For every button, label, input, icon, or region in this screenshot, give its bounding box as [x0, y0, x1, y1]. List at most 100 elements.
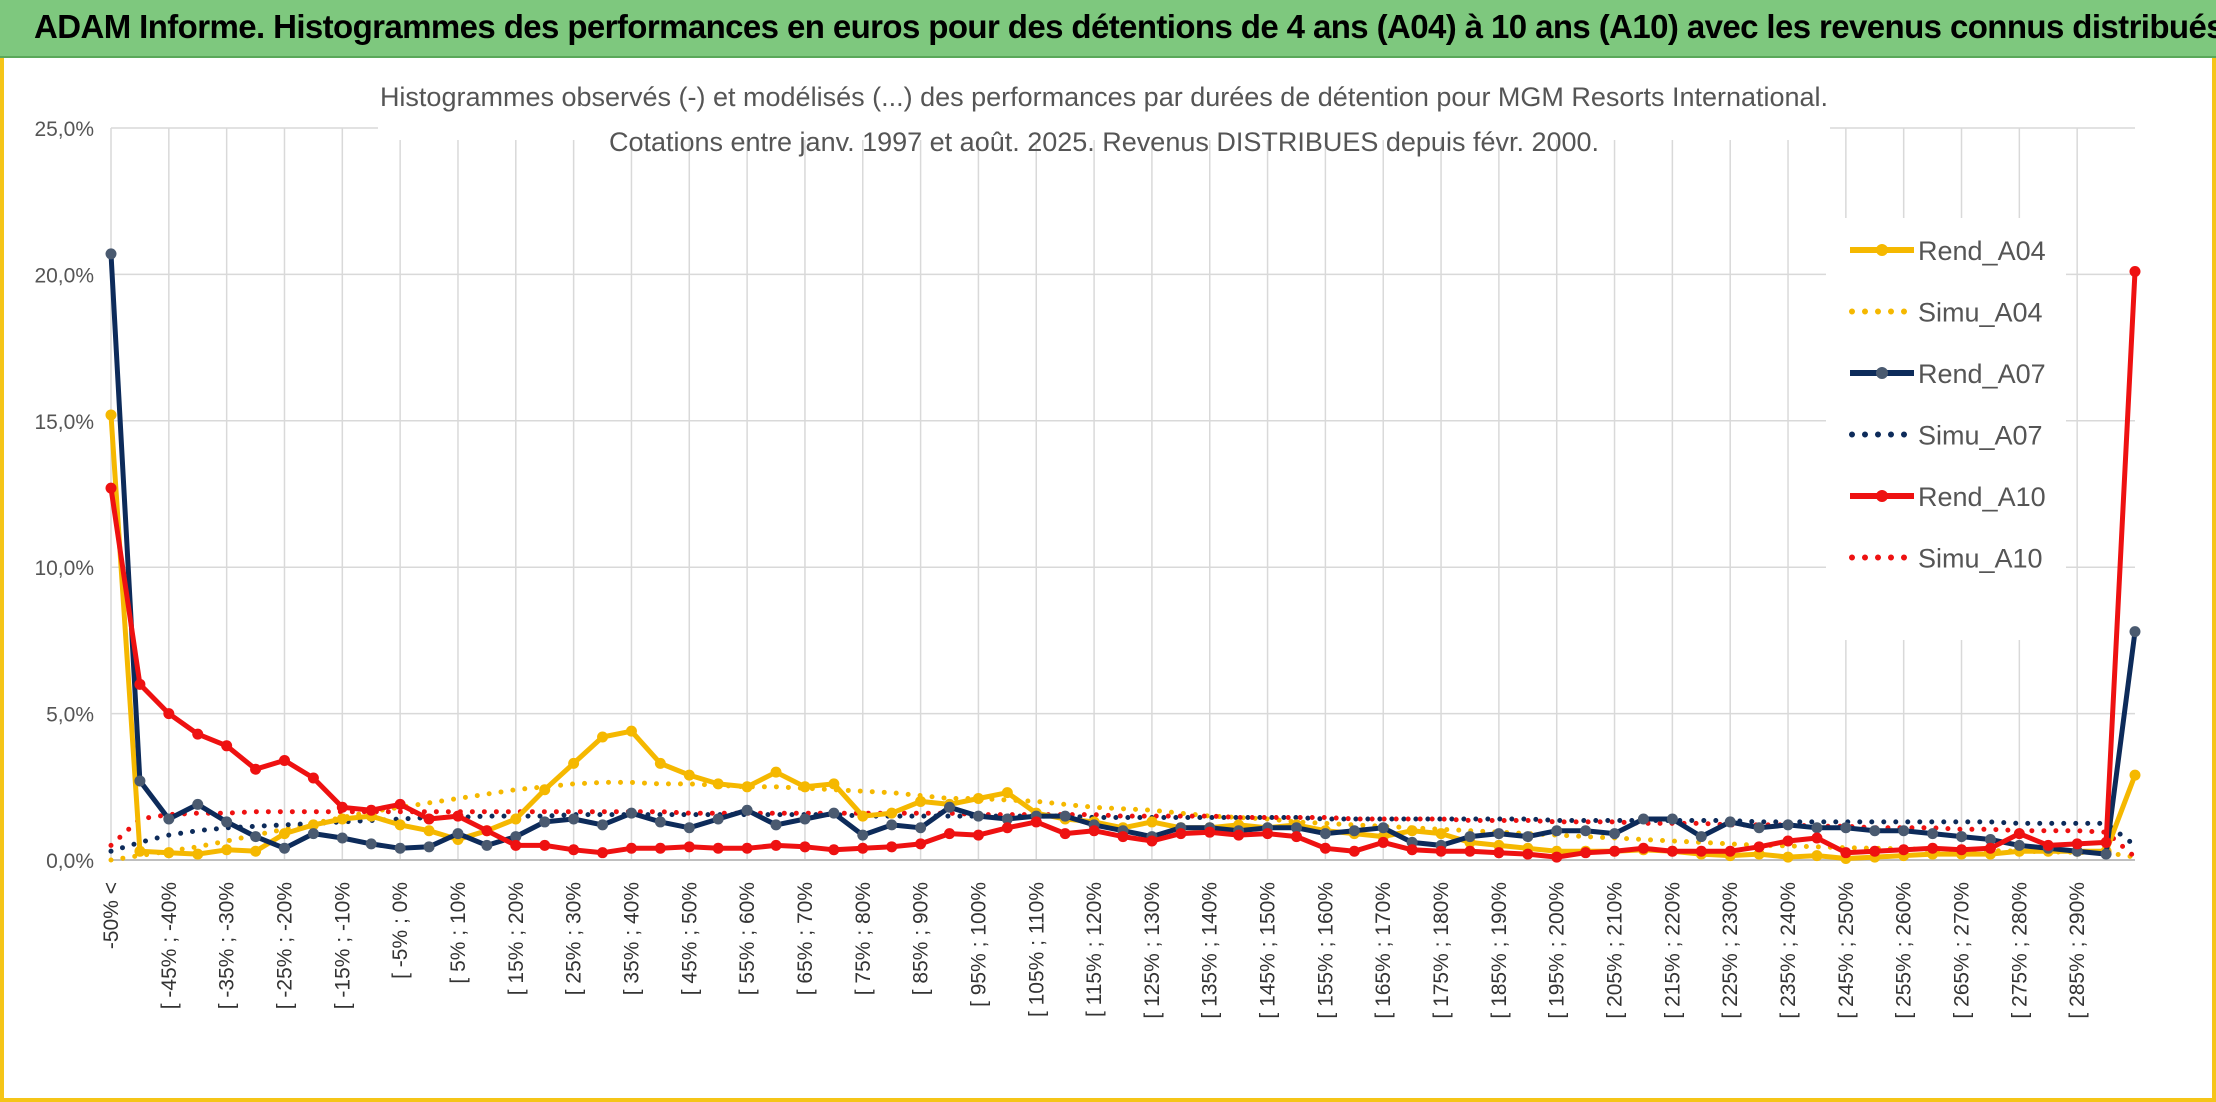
data-point [1551, 851, 1563, 863]
data-point [915, 795, 927, 807]
x-tick-label: [ -25% ; -20% [273, 882, 296, 1009]
series-line-simu_a10 [108, 809, 2138, 860]
data-point [597, 819, 609, 831]
data-point [1435, 845, 1447, 857]
x-tick-label: [ 125% ; 130% [1141, 882, 1164, 1019]
data-point [307, 819, 319, 831]
data-point [2100, 836, 2112, 848]
data-point [1493, 847, 1505, 859]
data-point [336, 832, 348, 844]
data-point [2013, 839, 2025, 851]
x-tick-label: [ 165% ; 170% [1372, 882, 1395, 1019]
x-tick-label: [ 185% ; 190% [1488, 882, 1511, 1019]
y-tick-label: 25,0% [34, 118, 94, 141]
data-point [1811, 832, 1823, 844]
data-point [221, 740, 233, 752]
chart-title: Histogrammes observés (-) et modélisés (… [380, 82, 1828, 112]
data-point [1522, 831, 1534, 843]
data-point [1204, 826, 1216, 838]
data-point [105, 248, 117, 260]
data-point [1290, 831, 1302, 843]
data-point [452, 810, 464, 822]
x-tick-label: [ 285% ; 290% [2066, 882, 2089, 1019]
data-point [192, 798, 204, 810]
data-point [394, 819, 406, 831]
data-point [741, 781, 753, 793]
x-tick-label: [ 195% ; 200% [1546, 882, 1569, 1019]
data-point [1551, 825, 1563, 837]
data-point [1406, 825, 1418, 837]
data-point [1898, 844, 1910, 856]
x-tick-label: -50% < [100, 882, 123, 949]
data-point [1464, 845, 1476, 857]
data-point [1464, 831, 1476, 843]
y-tick-label: 15,0% [34, 411, 94, 434]
x-tick-label: [ 225% ; 230% [1719, 882, 1742, 1019]
data-point [1348, 825, 1360, 837]
data-point [1580, 825, 1592, 837]
data-point [857, 842, 869, 854]
legend-label: Rend_A07 [1918, 359, 2046, 389]
data-point [1001, 787, 1013, 799]
x-tick-label: [ 95% ; 100% [967, 882, 990, 1007]
data-point [1840, 847, 1852, 859]
data-point [1666, 845, 1678, 857]
series-line-simu_a07 [108, 812, 2138, 854]
data-point [2129, 265, 2141, 277]
data-point [741, 842, 753, 854]
data-point [1319, 828, 1331, 840]
legend-marker [1876, 367, 1888, 379]
data-point [1175, 828, 1187, 840]
x-tick-label: [ 155% ; 160% [1314, 882, 1337, 1019]
data-point [1233, 829, 1245, 841]
data-point [2100, 848, 2112, 860]
data-point [683, 769, 695, 781]
data-point [886, 841, 898, 853]
data-point [1869, 825, 1881, 837]
data-point [1059, 810, 1071, 822]
x-tick-label: [ 5% ; 10% [447, 882, 470, 984]
data-point [2042, 839, 2054, 851]
data-point [1869, 845, 1881, 857]
x-tick-label: [ 25% ; 30% [563, 882, 586, 995]
x-tick-label: [ 275% ; 280% [2008, 882, 2031, 1019]
data-point [712, 778, 724, 790]
data-point [336, 813, 348, 825]
data-point [1695, 831, 1707, 843]
data-point [452, 828, 464, 840]
data-point [799, 841, 811, 853]
data-point [568, 844, 580, 856]
x-tick-label: [ 15% ; 20% [505, 882, 528, 995]
data-point [1984, 842, 1996, 854]
data-point [481, 839, 493, 851]
data-point [2129, 769, 2141, 781]
series-layer [105, 248, 2141, 865]
x-tick-label: [ -45% ; -40% [158, 882, 181, 1009]
data-point [1927, 842, 1939, 854]
legend-background [1826, 218, 2066, 640]
data-point [625, 807, 637, 819]
data-point [1319, 842, 1331, 854]
data-point [597, 731, 609, 743]
x-tick-label: [ 55% ; 60% [736, 882, 759, 995]
data-point [625, 842, 637, 854]
x-axis: -50% < [ -45% ; -40% [ -35% ; -30% [ -25% ;… [100, 882, 2089, 1019]
data-point [1435, 828, 1447, 840]
data-point [1782, 835, 1794, 847]
data-point [857, 829, 869, 841]
data-point [1262, 828, 1274, 840]
x-tick-label: [ 145% ; 150% [1257, 882, 1280, 1019]
data-point [423, 841, 435, 853]
data-point [1117, 831, 1129, 843]
data-point [307, 772, 319, 784]
x-tick-label: [ 245% ; 250% [1835, 882, 1858, 1019]
data-point [568, 813, 580, 825]
data-point [1001, 822, 1013, 834]
data-point [828, 807, 840, 819]
data-point [799, 781, 811, 793]
data-point [1059, 828, 1071, 840]
data-point [915, 822, 927, 834]
x-tick-label: [ 205% ; 210% [1604, 882, 1627, 1019]
x-tick-label: [ 175% ; 180% [1430, 882, 1453, 1019]
